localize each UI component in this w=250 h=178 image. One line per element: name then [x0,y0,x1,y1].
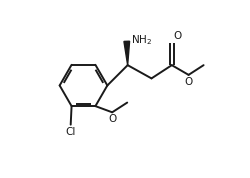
Text: O: O [108,114,117,124]
Text: NH$_2$: NH$_2$ [131,33,152,47]
Text: Cl: Cl [66,127,76,137]
Text: O: O [184,77,193,87]
Text: O: O [173,31,182,41]
Polygon shape [124,41,130,65]
